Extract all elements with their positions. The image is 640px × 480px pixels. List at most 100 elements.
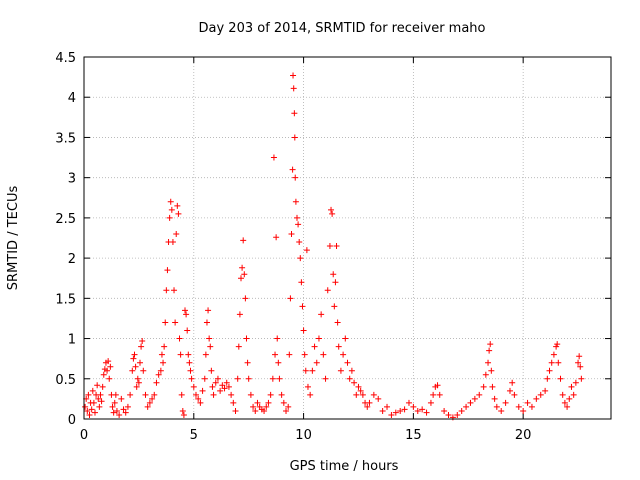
data-point — [270, 154, 277, 161]
data-point — [276, 375, 283, 382]
data-point — [445, 411, 452, 418]
data-point — [273, 234, 280, 241]
data-point — [488, 367, 495, 374]
data-point — [202, 351, 209, 358]
data-point — [274, 335, 281, 342]
data-point — [576, 353, 583, 360]
data-point — [146, 399, 153, 406]
data-point — [330, 271, 337, 278]
data-point — [423, 409, 430, 416]
data-point — [346, 375, 353, 382]
data-point — [353, 391, 360, 398]
data-point — [235, 343, 242, 350]
data-point — [311, 343, 318, 350]
data-point — [364, 403, 371, 410]
data-point — [242, 295, 249, 302]
data-point — [149, 395, 156, 402]
data-point — [164, 267, 171, 274]
data-point — [199, 387, 206, 394]
data-point — [511, 391, 518, 398]
data-point — [509, 379, 516, 386]
data-point — [301, 351, 308, 358]
data-point — [171, 287, 178, 294]
data-point — [300, 327, 307, 334]
data-point — [151, 391, 158, 398]
data-point — [427, 399, 434, 406]
data-point — [245, 375, 252, 382]
data-point — [324, 287, 331, 294]
data-point — [493, 403, 500, 410]
data-point — [578, 375, 585, 382]
data-point — [542, 387, 549, 394]
data-point — [98, 398, 105, 405]
y-tick-label: 3.5 — [55, 131, 76, 146]
data-point — [250, 403, 257, 410]
data-point — [209, 383, 216, 390]
data-point — [298, 279, 305, 286]
data-point — [162, 319, 169, 326]
data-point — [288, 230, 295, 237]
data-point — [239, 264, 246, 271]
data-point — [223, 379, 230, 386]
data-point — [230, 399, 237, 406]
data-point — [269, 375, 276, 382]
data-point — [557, 375, 564, 382]
data-point — [340, 351, 347, 358]
x-axis-label: GPS time / hours — [290, 459, 399, 474]
data-point — [303, 247, 310, 254]
data-point — [180, 411, 187, 418]
data-point — [190, 383, 197, 390]
data-point — [326, 243, 333, 250]
data-point — [471, 395, 478, 402]
data-point — [177, 351, 184, 358]
chart-title: Day 203 of 2014, SRMTID for receiver mah… — [199, 21, 486, 36]
data-point — [561, 399, 568, 406]
data-point — [295, 221, 302, 228]
data-point — [554, 341, 561, 348]
data-point — [467, 399, 474, 406]
data-point — [109, 403, 116, 410]
data-point — [122, 409, 129, 416]
data-point — [188, 375, 195, 382]
data-point — [441, 407, 448, 414]
data-point — [283, 407, 290, 414]
data-point — [297, 255, 304, 262]
data-point — [163, 287, 170, 294]
data-point — [244, 359, 251, 366]
data-point — [118, 395, 125, 402]
data-point — [182, 307, 189, 314]
y-tick-label: 2 — [68, 252, 76, 267]
data-point — [434, 382, 441, 389]
data-point — [355, 383, 362, 390]
data-point — [528, 403, 535, 410]
data-point — [97, 391, 104, 398]
data-point — [161, 343, 168, 350]
data-point — [140, 367, 147, 374]
data-point — [96, 403, 103, 410]
data-point — [285, 403, 292, 410]
data-point — [546, 367, 553, 374]
data-point — [107, 363, 114, 370]
data-point — [292, 174, 299, 181]
x-tick-label: 5 — [190, 428, 198, 443]
data-point — [132, 363, 139, 370]
data-point — [179, 407, 186, 414]
data-point — [289, 166, 296, 173]
data-point — [287, 295, 294, 302]
data-point — [217, 387, 224, 394]
data-point — [166, 214, 173, 221]
data-point — [168, 206, 175, 213]
data-point — [291, 134, 298, 141]
plot-frame — [83, 56, 612, 420]
data-point — [559, 391, 566, 398]
data-point — [290, 85, 297, 92]
data-point — [225, 383, 232, 390]
data-point — [243, 335, 250, 342]
data-point — [158, 351, 165, 358]
data-point — [392, 409, 399, 416]
data-point — [232, 407, 239, 414]
data-point — [210, 391, 217, 398]
y-tick-label: 0 — [68, 413, 76, 428]
data-point — [136, 359, 143, 366]
data-point — [366, 399, 373, 406]
